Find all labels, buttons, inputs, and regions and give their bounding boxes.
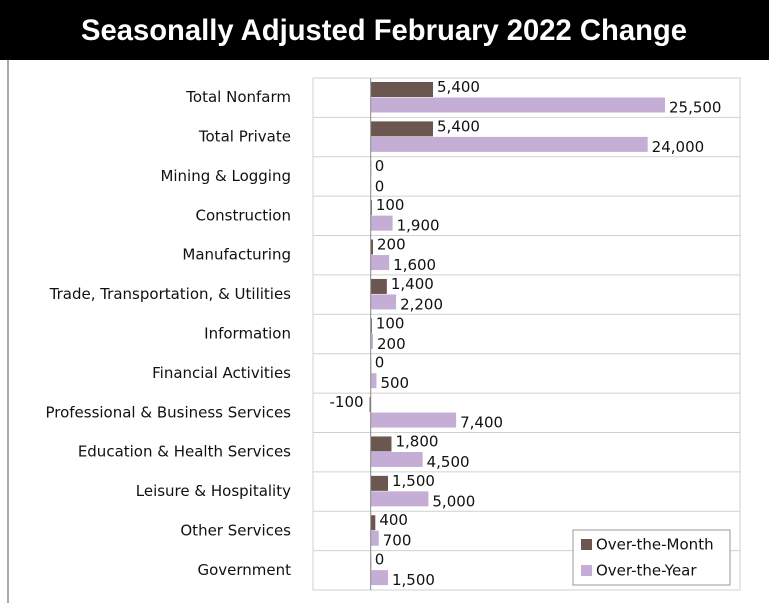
value-label: 2,200 — [400, 295, 443, 313]
value-label: 1,400 — [391, 275, 434, 293]
bar — [370, 333, 374, 349]
value-label: 24,000 — [652, 138, 705, 156]
bar — [370, 530, 379, 546]
bar — [370, 373, 377, 389]
bar — [370, 294, 397, 310]
bar — [370, 121, 434, 137]
bar — [370, 136, 648, 152]
value-label: 0 — [375, 551, 385, 569]
value-label: -100 — [330, 393, 364, 411]
plot-area — [312, 77, 741, 591]
value-label: 5,000 — [432, 492, 475, 510]
title-bar — [0, 0, 769, 60]
value-label: 400 — [379, 511, 408, 529]
value-label: 700 — [383, 532, 412, 550]
value-label: 5,400 — [437, 78, 480, 96]
value-label: 4,500 — [427, 453, 470, 471]
category-label: Financial Activities — [152, 364, 291, 382]
category-label: Total Private — [198, 128, 291, 146]
category-label: Government — [197, 561, 291, 579]
value-label: 0 — [375, 177, 385, 195]
bar — [370, 82, 434, 97]
category-label: Manufacturing — [182, 246, 291, 264]
chart-title: Seasonally Adjusted February 2022 Change — [81, 14, 687, 47]
value-label: 7,400 — [460, 414, 503, 432]
legend-swatch — [581, 539, 592, 550]
value-label: 200 — [377, 236, 406, 254]
category-label: Information — [204, 325, 291, 343]
bar — [370, 97, 665, 113]
value-label: 25,500 — [669, 99, 722, 117]
bar — [369, 397, 371, 413]
value-label: 100 — [376, 314, 405, 332]
bar — [370, 239, 374, 255]
value-label: 1,500 — [392, 472, 435, 490]
category-label: Trade, Transportation, & Utilities — [49, 285, 292, 303]
bar — [370, 318, 372, 334]
bar — [370, 491, 429, 507]
value-label: 0 — [375, 157, 385, 175]
value-label: 100 — [376, 196, 405, 214]
bar — [370, 451, 423, 467]
category-label: Other Services — [180, 521, 291, 539]
legend-box — [572, 529, 731, 586]
bar — [370, 436, 392, 452]
value-label: 1,500 — [392, 571, 435, 589]
bar — [370, 475, 389, 491]
bar — [370, 215, 393, 231]
value-label: 1,800 — [395, 432, 438, 450]
bar — [370, 278, 387, 294]
legend: Over-the-Month Over-the-Year — [572, 529, 731, 586]
bar — [370, 570, 389, 586]
value-label: 0 — [375, 354, 385, 372]
category-label: Construction — [195, 206, 291, 224]
bar — [370, 515, 376, 531]
category-label: Education & Health Services — [78, 443, 291, 461]
value-label: 5,400 — [437, 117, 480, 135]
value-label: 1,900 — [397, 217, 440, 235]
bar — [370, 412, 457, 428]
legend-swatch — [581, 565, 592, 576]
value-label: 200 — [377, 335, 406, 353]
category-label: Total Nonfarm — [185, 88, 291, 106]
value-label: 1,600 — [393, 256, 436, 274]
bar — [370, 255, 390, 271]
bar — [370, 200, 372, 216]
value-label: 500 — [380, 374, 409, 392]
category-label: Professional & Business Services — [45, 403, 291, 421]
category-label: Mining & Logging — [160, 167, 291, 185]
legend-label: Over-the-Month — [596, 536, 714, 554]
legend-label: Over-the-Year — [596, 562, 697, 580]
category-label: Leisure & Hospitality — [136, 482, 291, 500]
